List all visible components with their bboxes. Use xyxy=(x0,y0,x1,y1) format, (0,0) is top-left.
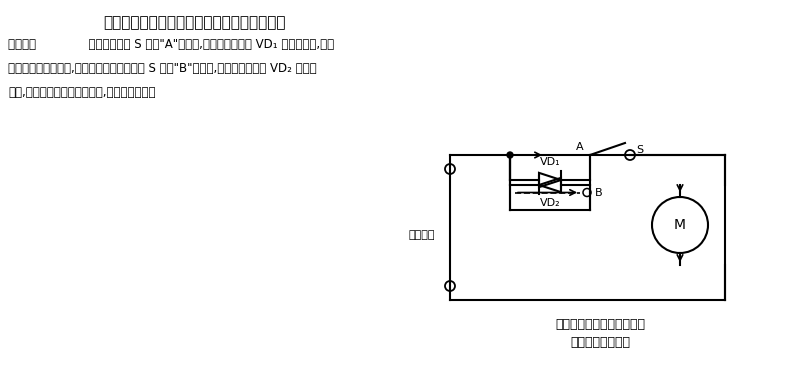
Text: A: A xyxy=(576,142,584,152)
Text: 方向如图中实线所示,则电动机正转。当开关 S 置于"B"位置时,电流通过二极管 VD₂ 流经电: 方向如图中实线所示,则电动机正转。当开关 S 置于"B"位置时,电流通过二极管 … xyxy=(8,62,317,75)
Circle shape xyxy=(507,152,513,158)
Text: VD₁: VD₁ xyxy=(539,157,561,167)
Text: 电路如图              所示。当开关 S 置于"A"位置时,电流通过二极管 VD₁ 流经电动机,电流: 电路如图 所示。当开关 S 置于"A"位置时,电流通过二极管 VD₁ 流经电动机… xyxy=(8,38,334,51)
Text: VD₂: VD₂ xyxy=(539,198,561,208)
Text: 正、反转控制电路: 正、反转控制电路 xyxy=(570,336,630,349)
Text: 交流电源驱动的直流电动机: 交流电源驱动的直流电动机 xyxy=(555,318,645,332)
Text: 动机,电流方向如图中虚线所示,则电动机反转。: 动机,电流方向如图中虚线所示,则电动机反转。 xyxy=(8,86,156,99)
Text: 交流电源驱动的直流电动机正、反转控制电路: 交流电源驱动的直流电动机正、反转控制电路 xyxy=(104,15,286,30)
Text: S: S xyxy=(637,145,644,155)
Text: B: B xyxy=(595,187,603,197)
Text: 交流电源: 交流电源 xyxy=(409,230,435,240)
Text: M: M xyxy=(674,218,686,232)
